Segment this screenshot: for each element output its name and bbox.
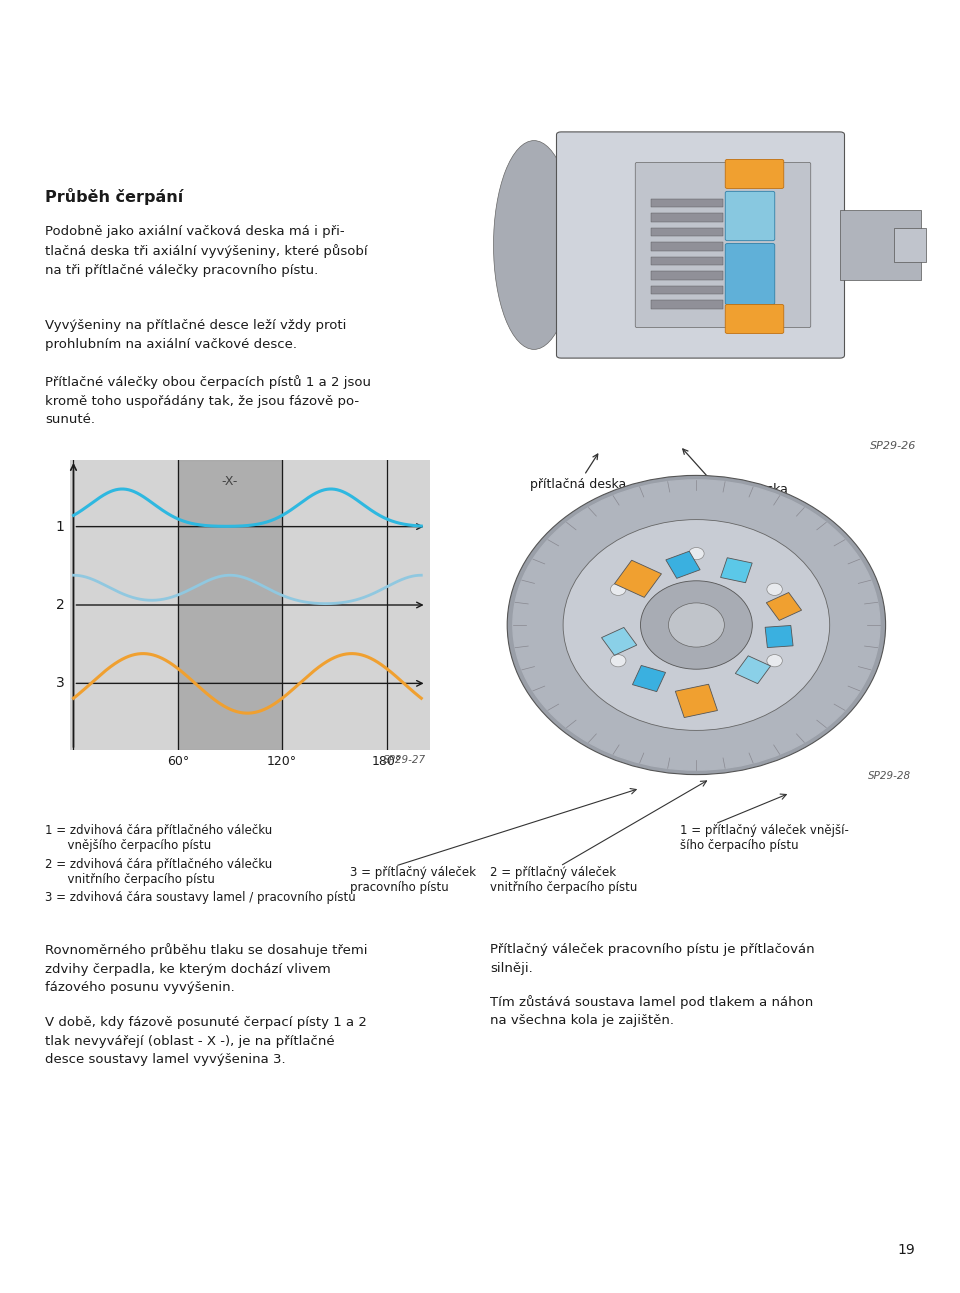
Circle shape xyxy=(688,547,704,560)
Text: vnějšího čerpacího pístu: vnějšího čerpacího pístu xyxy=(45,839,211,852)
Circle shape xyxy=(611,654,626,667)
Text: přítlačná deska: přítlačná deska xyxy=(530,454,626,491)
Text: 60°: 60° xyxy=(167,755,189,768)
Text: 1: 1 xyxy=(56,520,64,534)
FancyBboxPatch shape xyxy=(666,551,700,578)
Text: šího čerpacího pístu: šího čerpacího pístu xyxy=(680,839,799,852)
Text: axiální vačková deska: axiální vačková deska xyxy=(650,449,788,495)
Text: 3 = zdvihová čára soustavy lamel / pracovního pístu: 3 = zdvihová čára soustavy lamel / praco… xyxy=(45,891,356,905)
Text: 180°: 180° xyxy=(372,755,401,768)
Bar xyxy=(651,199,723,207)
FancyBboxPatch shape xyxy=(636,163,811,327)
FancyBboxPatch shape xyxy=(766,592,802,621)
Text: 3 = přítlačný váleček: 3 = přítlačný váleček xyxy=(350,866,476,879)
Text: Přítlačné válečky obou čerpacích pístů 1 a 2 jsou
kromě toho uspořádány tak, že : Přítlačné válečky obou čerpacích pístů 1… xyxy=(45,375,371,427)
Bar xyxy=(651,286,723,295)
Text: SP29-28: SP29-28 xyxy=(868,772,911,781)
Text: Vyvýšeniny na přítlačné desce leží vždy proti
prohlubním na axiální vačkové desc: Vyvýšeniny na přítlačné desce leží vždy … xyxy=(45,319,347,350)
Text: Podobně jako axiální vačková deska má i při-
tlačná deska tři axiální vyvýšeniny: Podobně jako axiální vačková deska má i … xyxy=(45,225,368,277)
Circle shape xyxy=(640,581,753,670)
Circle shape xyxy=(611,583,626,595)
Circle shape xyxy=(767,583,782,595)
FancyBboxPatch shape xyxy=(633,666,665,692)
Bar xyxy=(651,300,723,309)
Text: 120°: 120° xyxy=(267,755,298,768)
FancyBboxPatch shape xyxy=(602,627,636,656)
FancyBboxPatch shape xyxy=(765,626,793,648)
Bar xyxy=(651,256,723,265)
Text: vnitřního čerpacího pístu: vnitřního čerpacího pístu xyxy=(490,881,637,895)
Bar xyxy=(651,228,723,237)
Bar xyxy=(651,272,723,279)
Circle shape xyxy=(507,476,885,775)
FancyBboxPatch shape xyxy=(725,304,783,334)
Text: Rovnoměrného průběhu tlaku se dosahuje třemi
zdvihy čerpadla, ke kterým dochází : Rovnoměrného průběhu tlaku se dosahuje t… xyxy=(45,943,368,994)
Bar xyxy=(840,211,921,279)
Text: 1 = přítlačný váleček vnější-: 1 = přítlačný váleček vnější- xyxy=(680,824,849,837)
FancyBboxPatch shape xyxy=(725,191,775,240)
FancyBboxPatch shape xyxy=(557,132,845,358)
Bar xyxy=(651,213,723,222)
Text: -X-: -X- xyxy=(222,475,238,487)
Circle shape xyxy=(668,603,725,646)
Text: 2 = přítlačný váleček: 2 = přítlačný váleček xyxy=(490,866,616,879)
Text: SP29-26: SP29-26 xyxy=(870,441,917,451)
Text: Přítlačný váleček pracovního pístu je přítlačován
silněji.: Přítlačný váleček pracovního pístu je př… xyxy=(490,943,815,975)
Text: pracovního pístu: pracovního pístu xyxy=(350,881,448,895)
Text: Tím zůstává soustava lamel pod tlakem a náhon
na všechna kola je zajištěn.: Tím zůstává soustava lamel pod tlakem a … xyxy=(490,994,813,1027)
Bar xyxy=(651,242,723,251)
FancyBboxPatch shape xyxy=(725,243,775,304)
Circle shape xyxy=(513,480,880,771)
Text: 3: 3 xyxy=(56,676,64,690)
Text: 1 = zdvihová čára přítlačného válečku: 1 = zdvihová čára přítlačného válečku xyxy=(45,824,273,837)
FancyBboxPatch shape xyxy=(721,557,753,583)
Text: 2: 2 xyxy=(56,597,64,612)
Text: Průběh čerpání: Průběh čerpání xyxy=(45,187,183,204)
FancyBboxPatch shape xyxy=(614,560,661,597)
Circle shape xyxy=(767,654,782,667)
Text: 19: 19 xyxy=(898,1244,915,1257)
Text: 2 = zdvihová čára přítlačného válečku: 2 = zdvihová čára přítlačného válečku xyxy=(45,857,273,870)
Ellipse shape xyxy=(493,141,574,349)
Bar xyxy=(894,228,925,262)
Circle shape xyxy=(688,690,704,702)
FancyBboxPatch shape xyxy=(725,159,783,189)
Bar xyxy=(178,460,282,750)
Text: SP29-27: SP29-27 xyxy=(383,755,426,765)
FancyBboxPatch shape xyxy=(675,684,717,718)
FancyBboxPatch shape xyxy=(735,656,771,684)
Text: V době, kdy fázově posunuté čerpací písty 1 a 2
tlak nevyvářejí (oblast - X -), : V době, kdy fázově posunuté čerpací píst… xyxy=(45,1016,367,1067)
Text: vnitřního čerpacího pístu: vnitřního čerpacího pístu xyxy=(45,873,215,886)
Circle shape xyxy=(564,520,829,731)
